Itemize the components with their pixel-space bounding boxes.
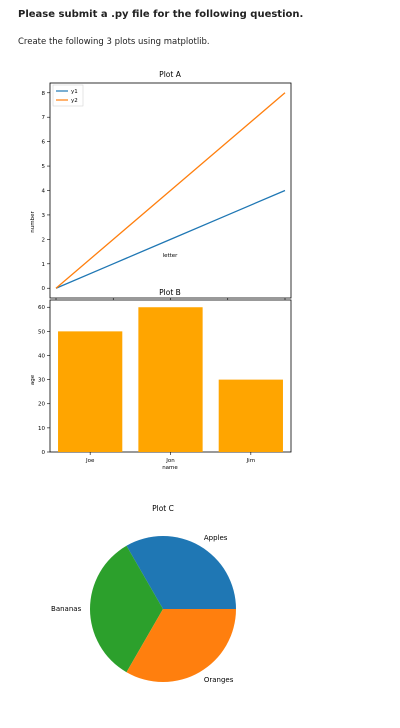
plot-c-slice-oranges — [126, 609, 236, 682]
plot-a-ylabel: number — [30, 211, 36, 233]
plot-b-ytick-label: 60 — [38, 305, 45, 311]
plot-b-ytick-label: 10 — [38, 426, 45, 432]
plot-b-xlabel: name — [162, 465, 178, 471]
plot-a-xlabel: letter — [163, 253, 179, 259]
plot-c-label-oranges: Oranges — [204, 676, 234, 684]
plot-a-ytick-label: 4 — [42, 189, 46, 195]
plot-c-label-bananas: Bananas — [51, 605, 82, 613]
plot-b-title: Plot B — [159, 288, 181, 297]
plot-b-xtick-label: Jon — [165, 458, 175, 464]
question-instruction: Create the following 3 plots using matpl… — [18, 37, 210, 47]
plot-a-ytick-label: 1 — [42, 262, 46, 268]
plot-b-bar-jon — [138, 307, 203, 452]
plot-a-ytick-label: 2 — [42, 237, 46, 243]
plot-c-pie-chart: Plot C Apples Bananas Oranges — [51, 504, 236, 684]
question-heading: Please submit a .py file for the followi… — [18, 9, 304, 20]
plot-a-series-line-y1 — [55, 189, 286, 289]
legend-label-y2: y2 — [71, 98, 78, 104]
plot-a-ytick-label: 0 — [42, 286, 46, 292]
plot-b-xtick-label: Joe — [85, 458, 95, 464]
plot-a-ytick-label: 5 — [42, 164, 46, 170]
plot-c-slice-apples — [126, 536, 236, 609]
plot-a-legend-box — [52, 84, 84, 107]
plot-a-ytick-label: 8 — [42, 91, 46, 97]
plot-b-bar-chart: Plot B 0 10 20 30 40 50 60 Joe Jon Jim age name — [30, 288, 292, 471]
plot-b-bar-jim — [218, 379, 283, 452]
plot-b-ytick-label: 0 — [42, 450, 46, 456]
plot-c-label-apples: Apples — [204, 534, 228, 542]
plot-b-ytick-label: 30 — [38, 378, 45, 384]
plot-b-ylabel: age — [30, 374, 36, 385]
plot-a-title: Plot A — [159, 70, 182, 79]
plot-b-ytick-label: 20 — [38, 402, 45, 408]
legend-label-y1: y1 — [71, 89, 78, 95]
plot-b-ytick-label: 50 — [38, 329, 45, 335]
plot-b-bar-joe — [58, 331, 123, 452]
plot-b-ytick-label: 40 — [38, 353, 45, 359]
plot-a-ytick-label: 7 — [42, 115, 46, 121]
plot-a-series-line-y2 — [55, 92, 286, 289]
plot-a-ytick-label: 6 — [42, 140, 46, 146]
plot-c-title: Plot C — [152, 504, 174, 513]
plot-a-ytick-label: 3 — [42, 213, 46, 219]
plot-a-legend: y1 y2 — [52, 84, 84, 107]
plot-b-xtick-label: Jim — [246, 458, 256, 464]
